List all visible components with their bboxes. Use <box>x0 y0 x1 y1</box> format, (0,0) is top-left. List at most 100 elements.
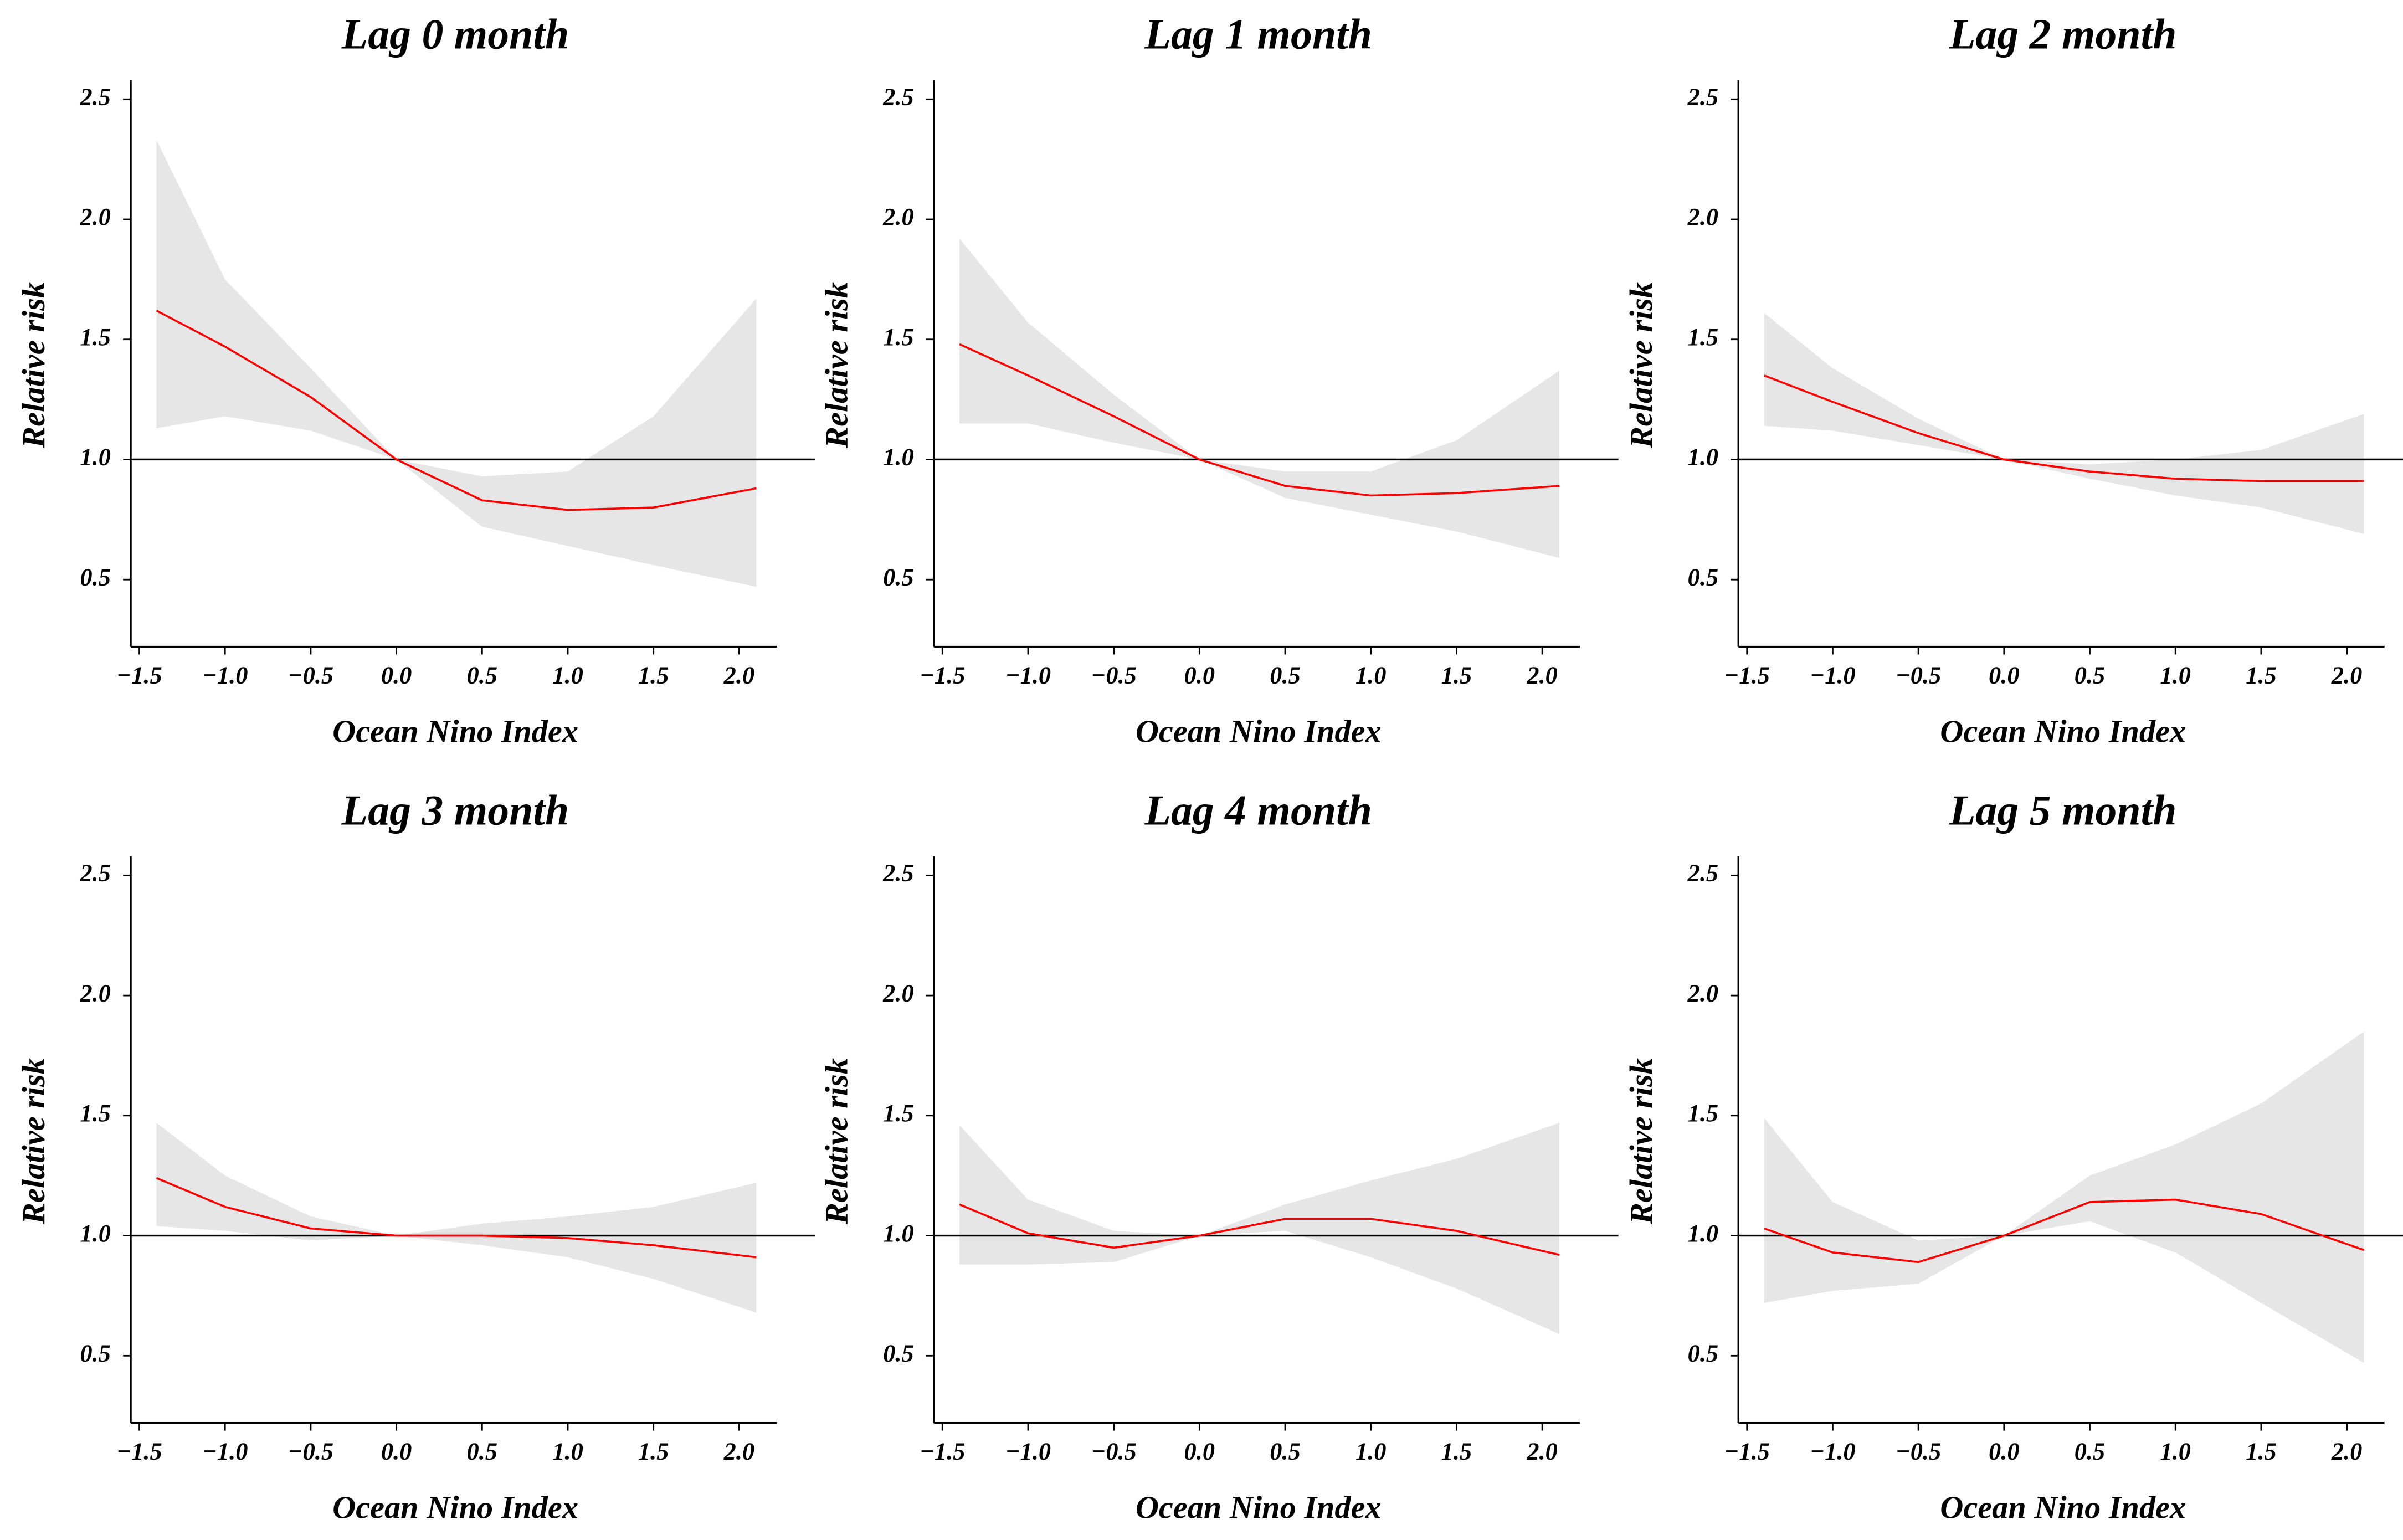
x-tick-label: −1.0 <box>1005 661 1051 689</box>
y-tick-label: 2.0 <box>882 979 914 1007</box>
x-tick-label: 0.5 <box>467 1438 498 1465</box>
x-tick-label: 0.5 <box>1270 661 1301 689</box>
y-axis-label: Relative risk <box>819 282 855 449</box>
x-tick-label: −0.5 <box>1091 1438 1136 1465</box>
y-tick-label: 1.5 <box>80 1099 111 1127</box>
x-axis-label: Ocean Nino Index <box>1136 1490 1382 1526</box>
x-tick-label: −1.5 <box>920 1438 965 1465</box>
panel: 0.5 1.0 1.5 2.0 2.5 −1.5 −1.0 −0.5 0.0 0.5 1.0 1.5 2… <box>16 10 815 749</box>
x-axis-label: Ocean Nino Index <box>1136 713 1382 749</box>
confidence-band <box>959 1122 1560 1334</box>
y-tick-label: 2.5 <box>79 83 111 110</box>
x-tick-label: 2.0 <box>1526 661 1558 689</box>
panel: 0.5 1.0 1.5 2.0 2.5 −1.5 −1.0 −0.5 0.0 0.5 1.0 1.5 2… <box>1623 786 2403 1526</box>
x-tick-label: 0.0 <box>1184 661 1215 689</box>
chart-title: Lag 5 month <box>1949 786 2176 834</box>
x-tick-label: 1.0 <box>552 661 583 689</box>
x-tick-label: −1.5 <box>116 661 162 689</box>
x-tick-label: −0.5 <box>1896 661 1941 689</box>
x-tick-label: −1.0 <box>202 1438 248 1465</box>
y-tick-label: 1.0 <box>883 443 914 471</box>
x-tick-label: 0.5 <box>467 661 498 689</box>
y-tick-label: 1.0 <box>80 1219 111 1247</box>
x-tick-label: 1.5 <box>1441 1438 1472 1465</box>
x-tick-label: 0.5 <box>2075 661 2106 689</box>
x-tick-label: 0.0 <box>1989 1438 2020 1465</box>
x-tick-label: 2.0 <box>1526 1438 1558 1465</box>
confidence-band <box>1764 1031 2364 1363</box>
y-tick-label: 2.0 <box>1687 979 1719 1007</box>
y-tick-label: 0.5 <box>1688 563 1719 591</box>
chart-title: Lag 2 month <box>1949 10 2176 58</box>
y-tick-label: 1.0 <box>80 443 111 471</box>
y-tick-label: 0.5 <box>883 563 914 591</box>
x-tick-label: −1.0 <box>1810 1438 1855 1465</box>
panel: 0.5 1.0 1.5 2.0 2.5 −1.5 −1.0 −0.5 0.0 0.5 1.0 1.5 2… <box>819 786 1619 1526</box>
x-tick-label: −1.5 <box>1724 1438 1769 1465</box>
x-tick-label: 1.5 <box>2246 1438 2277 1465</box>
x-tick-label: 0.0 <box>381 661 412 689</box>
confidence-band <box>959 238 1560 558</box>
confidence-band <box>156 140 757 587</box>
y-tick-label: 2.5 <box>79 859 111 887</box>
x-tick-label: 1.5 <box>2246 661 2277 689</box>
x-tick-label: 1.0 <box>552 1438 583 1465</box>
x-tick-label: −1.5 <box>1724 661 1769 689</box>
panel: 0.5 1.0 1.5 2.0 2.5 −1.5 −1.0 −0.5 0.0 0.5 1.0 1.5 2… <box>819 10 1619 749</box>
x-tick-label: 1.0 <box>2160 661 2191 689</box>
x-axis-label: Ocean Nino Index <box>1940 713 2186 749</box>
x-tick-label: 2.0 <box>723 1438 755 1465</box>
risk-curve <box>156 1177 757 1259</box>
x-tick-label: −0.5 <box>1091 661 1136 689</box>
y-tick-label: 0.5 <box>80 1339 111 1367</box>
chart-title: Lag 0 month <box>341 10 569 58</box>
y-axis-label: Relative risk <box>16 1058 52 1225</box>
panel: 0.5 1.0 1.5 2.0 2.5 −1.5 −1.0 −0.5 0.0 0.5 1.0 1.5 2… <box>1623 10 2403 749</box>
x-tick-label: 1.5 <box>638 661 669 689</box>
risk-curve <box>1764 1198 2365 1264</box>
y-tick-label: 1.5 <box>883 1099 914 1127</box>
x-tick-label: 0.0 <box>1989 661 2020 689</box>
x-tick-label: 0.0 <box>381 1438 412 1465</box>
x-tick-label: 0.0 <box>1184 1438 1215 1465</box>
y-axis-label: Relative risk <box>819 1058 855 1225</box>
x-tick-label: 1.0 <box>1355 661 1387 689</box>
x-tick-label: 1.0 <box>1355 1438 1387 1465</box>
chart-title: Lag 3 month <box>341 786 569 834</box>
y-tick-label: 2.0 <box>79 979 111 1007</box>
x-tick-label: −1.0 <box>202 661 248 689</box>
y-tick-label: 1.5 <box>883 323 914 351</box>
y-tick-label: 1.0 <box>1688 1219 1719 1247</box>
y-tick-label: 2.0 <box>882 203 914 230</box>
risk-curve <box>1764 374 2364 482</box>
y-axis-label: Relative risk <box>1623 1058 1659 1225</box>
risk-curve <box>959 343 1560 497</box>
x-tick-label: 1.0 <box>2160 1438 2191 1465</box>
confidence-band <box>1764 313 2364 534</box>
x-tick-label: 1.5 <box>1441 661 1472 689</box>
x-axis-label: Ocean Nino Index <box>1940 1490 2186 1526</box>
y-tick-label: 1.0 <box>1688 443 1719 471</box>
y-tick-label: 1.5 <box>1688 323 1719 351</box>
y-tick-label: 2.0 <box>79 203 111 230</box>
x-tick-label: 2.0 <box>2331 1438 2363 1465</box>
panel: 0.5 1.0 1.5 2.0 2.5 −1.5 −1.0 −0.5 0.0 0.5 1.0 1.5 2… <box>16 786 815 1526</box>
y-axis-label: Relative risk <box>16 282 52 449</box>
y-tick-label: 0.5 <box>883 1339 914 1367</box>
confidence-band <box>156 1122 757 1313</box>
x-tick-label: −1.5 <box>116 1438 162 1465</box>
x-tick-label: 2.0 <box>723 661 755 689</box>
y-tick-label: 2.5 <box>1687 83 1719 110</box>
y-tick-label: 2.5 <box>1687 859 1719 887</box>
y-tick-label: 2.5 <box>882 859 914 887</box>
x-tick-label: −1.0 <box>1810 661 1855 689</box>
x-tick-label: 1.5 <box>638 1438 669 1465</box>
x-axis-label: Ocean Nino Index <box>332 1490 578 1526</box>
y-tick-label: 1.5 <box>1688 1099 1719 1127</box>
y-axis-label: Relative risk <box>1623 282 1659 449</box>
y-tick-label: 0.5 <box>80 563 111 591</box>
x-tick-label: −0.5 <box>288 1438 333 1465</box>
y-tick-label: 1.0 <box>883 1219 914 1247</box>
